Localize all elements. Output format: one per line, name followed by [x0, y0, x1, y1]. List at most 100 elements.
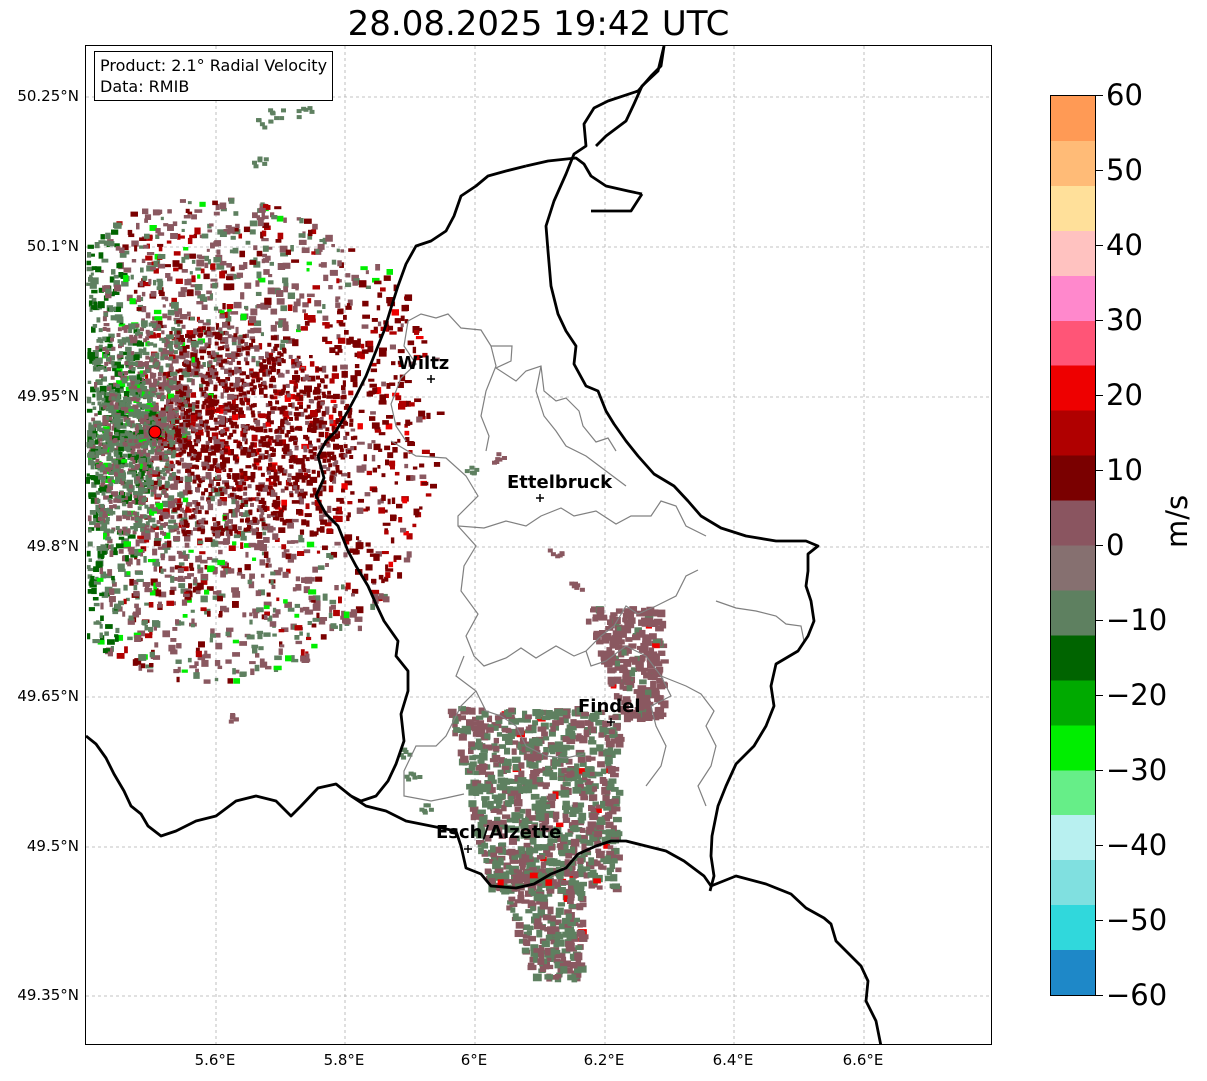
radar-echo-cell [225, 321, 231, 327]
radar-echo-cell [232, 601, 239, 608]
radar-echo-cell [226, 263, 232, 268]
radar-echo-cell [148, 517, 156, 523]
radar-echo-cell [295, 478, 300, 483]
radar-echo-cell [155, 589, 162, 597]
radar-echo-cell [199, 296, 208, 302]
radar-echo-cell [227, 372, 232, 377]
radar-echo-cell [264, 297, 272, 305]
radar-echo-cell [159, 455, 163, 461]
radar-echo-cell [478, 847, 484, 855]
radar-echo-cell [173, 371, 178, 376]
radar-echo-cell [110, 315, 119, 321]
radar-echo-cell [339, 448, 344, 453]
radar-echo-cell [281, 419, 289, 425]
radar-echo-cell [212, 436, 217, 441]
radar-echo-cell [87, 567, 95, 572]
radar-echo-cell [174, 355, 182, 359]
radar-echo-cell [169, 366, 174, 371]
radar-echo-cell [251, 379, 256, 384]
radar-echo-cell [153, 582, 158, 590]
radar-echo-cell [405, 419, 411, 426]
radar-echo-cell [177, 235, 185, 239]
radar-echo-cell [162, 431, 171, 436]
radar-echo-cell [164, 574, 172, 578]
radar-echo-cell [127, 503, 132, 508]
radar-echo-cell [378, 400, 387, 405]
radar-echo-cell [154, 621, 161, 628]
radar-echo-cell [313, 446, 318, 451]
radar-echo-cell [477, 827, 486, 834]
radar-echo-cell [559, 849, 567, 857]
radar-echo-cell [272, 439, 277, 443]
radar-echo-cell [176, 469, 181, 474]
radar-echo-cell [325, 427, 330, 432]
radar-echo-cell [397, 381, 404, 389]
radar-echo-cell [114, 284, 122, 292]
radar-echo-cell [343, 444, 348, 449]
radar-echo-cell [246, 400, 250, 406]
radar-echo-cell [174, 577, 178, 581]
radar-echo-cell [277, 351, 282, 356]
radar-echo-cell [160, 356, 165, 361]
radar-echo-cell [337, 337, 346, 344]
radar-echo-cell [225, 631, 231, 637]
radar-echo-cell [379, 394, 386, 402]
radar-echo-cell [104, 631, 109, 636]
radar-echo-cell [308, 449, 313, 454]
radar-echo-cell [372, 277, 380, 283]
radar-echo-cell [185, 344, 190, 349]
radar-echo-cell [121, 477, 126, 482]
radar-echo-cell [365, 542, 371, 547]
radar-echo-cell [188, 583, 193, 589]
radar-echo-cell [179, 457, 184, 462]
radar-echo-cell [217, 499, 222, 504]
radar-echo-cell [157, 447, 162, 452]
map-panel[interactable]: Wiltz Ettelbruck Findel Esch/Alzette [85, 45, 992, 1045]
radar-echo-cell [225, 659, 232, 664]
radar-echo-cell [369, 553, 376, 557]
radar-echo-cell [196, 415, 203, 420]
radar-echo-cell [505, 728, 512, 734]
radar-echo-cell [145, 452, 150, 457]
radar-echo-cell [419, 506, 423, 510]
radar-echo-cell [587, 723, 594, 730]
radar-echo-cell [100, 434, 105, 442]
radar-echo-cell [109, 550, 114, 558]
radar-echo-cell [425, 493, 432, 497]
radar-echo-cell [320, 617, 328, 621]
radar-echo-cell [231, 498, 238, 505]
radar-echo-cell [107, 452, 112, 457]
radar-echo-cell [322, 237, 327, 245]
radar-echo-cell [157, 395, 161, 399]
radar-echo-cell [345, 540, 350, 545]
radar-echo-cell [172, 221, 178, 227]
radar-echo-cell [240, 401, 245, 406]
radar-echo-cell [295, 576, 301, 582]
radar-echo-cell [309, 454, 314, 459]
radar-echo-cell [101, 550, 107, 555]
radar-echo-cell [87, 430, 96, 437]
radar-echo-cell [207, 475, 212, 480]
radar-echo-cell [86, 260, 92, 266]
radar-echo-cell [304, 374, 309, 379]
radar-echo-cell [517, 742, 525, 750]
radar-echo-cell [394, 481, 399, 485]
radar-echo-cell [217, 665, 223, 670]
radar-echo-cell [89, 510, 97, 515]
radar-echo-cell [270, 212, 275, 218]
radar-echo-cell [219, 611, 223, 617]
radar-echo-cell [337, 279, 342, 283]
radar-echo-cell [280, 488, 285, 493]
radar-echo-cell [176, 428, 181, 433]
radar-echo-cell [200, 448, 209, 453]
radar-echo-cell [596, 885, 603, 890]
radar-echo-cell [250, 308, 258, 316]
radar-echo-cell [166, 513, 171, 518]
radar-echo-cell [138, 439, 146, 443]
radar-echo-cell [122, 453, 128, 458]
radar-echo-cell [142, 351, 150, 356]
radar-echo-cell [239, 397, 244, 402]
radar-echo-cell [171, 297, 177, 305]
radar-echo-cell [177, 666, 181, 673]
radar-echo-cell [524, 729, 534, 734]
